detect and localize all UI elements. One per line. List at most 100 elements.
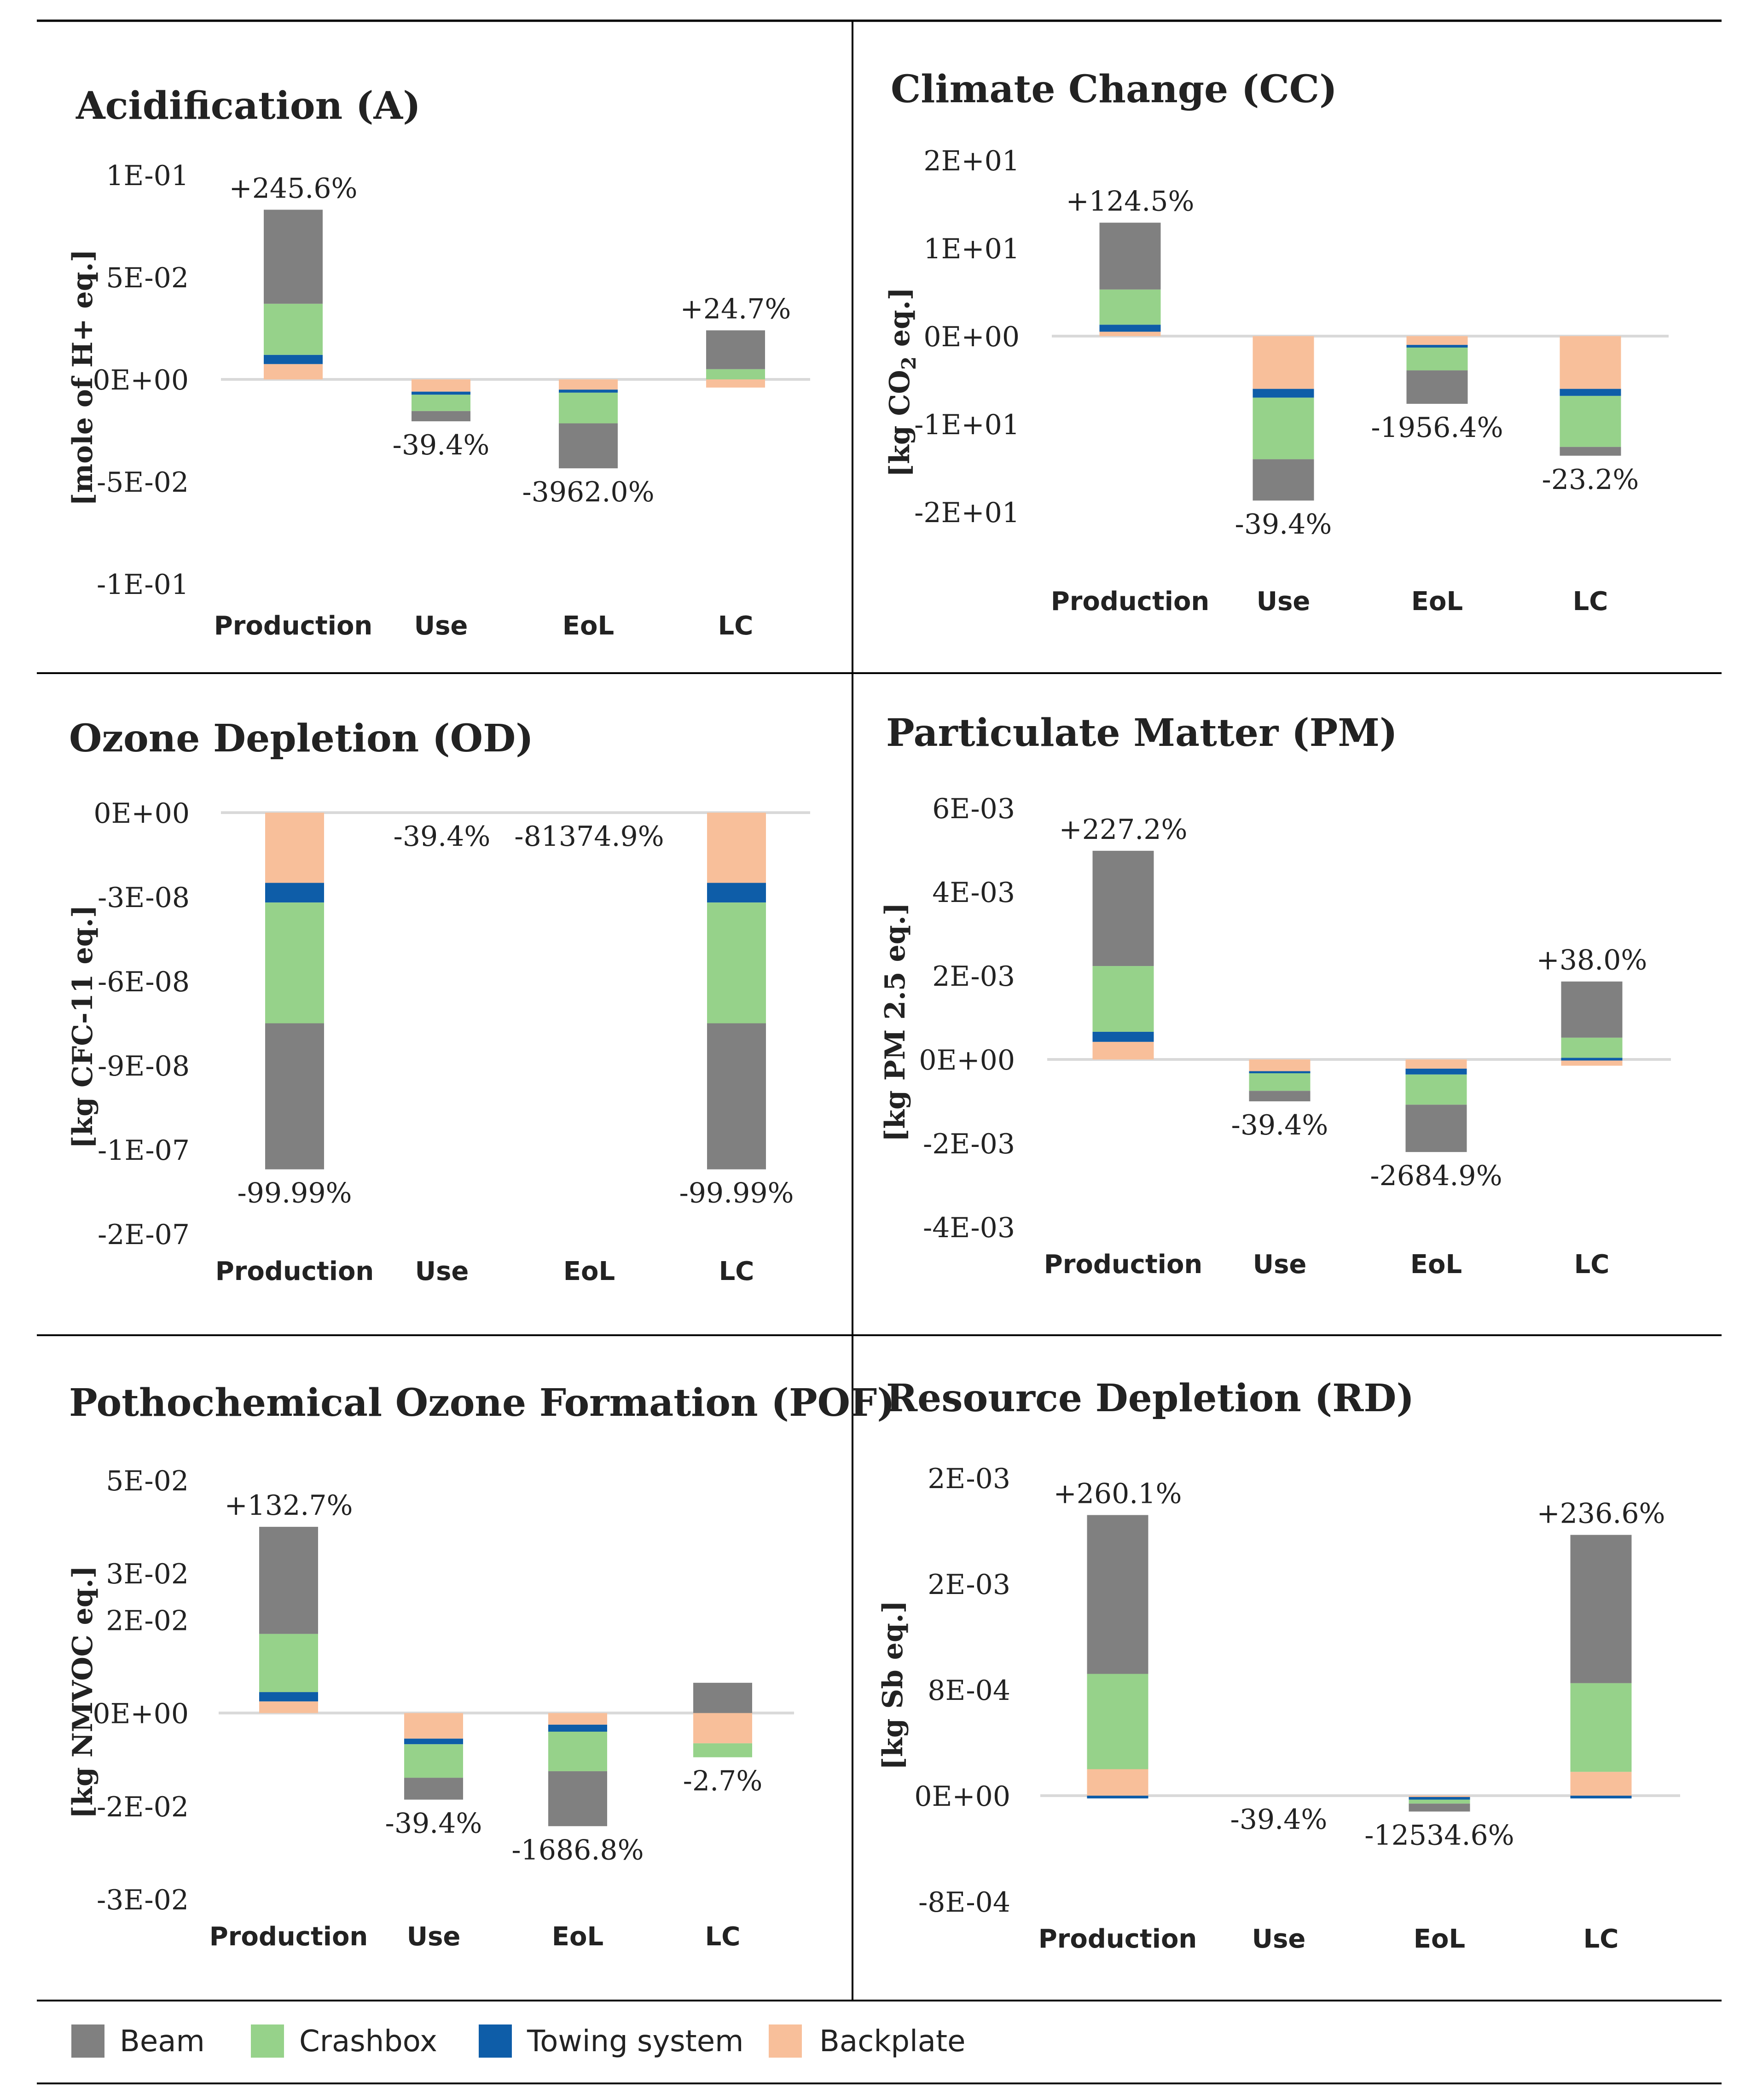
legend-label: Crashbox: [299, 2024, 437, 2059]
bar-towing-system-lc: [707, 883, 766, 903]
category-label: Use: [1257, 587, 1311, 617]
percent-annotation: -39.4%: [385, 1808, 482, 1840]
bar-crashbox-lc: [1561, 1037, 1623, 1058]
panel-5: Pothochemical Ozone Formation (POF) [kg N…: [67, 1381, 895, 1952]
bar-towing-system-lc: [1561, 1058, 1623, 1061]
y-tick-label: 0E+00: [919, 1044, 1015, 1076]
y-tick-label: 0E+00: [93, 364, 189, 396]
y-tick-label: -8E-04: [918, 1886, 1010, 1919]
percent-annotation: +227.2%: [1059, 814, 1187, 846]
bar-backplate-lc: [706, 379, 765, 388]
category-label: Production: [1038, 1924, 1197, 1954]
panel-6: Resource Depletion (RD) [kg Sb eq.] 2E-03 2…: [877, 1376, 1680, 1954]
y-tick-label: 4E-03: [932, 877, 1015, 909]
percent-annotation: -1956.4%: [1371, 412, 1503, 444]
percent-annotation: +132.7%: [224, 1489, 353, 1522]
bar-backplate-production: [265, 813, 324, 883]
bar-towing-system-eol: [1409, 1797, 1470, 1800]
percent-annotation: -81374.9%: [514, 820, 664, 853]
y-tick-label: 2E-03: [928, 1463, 1010, 1495]
y-tick-label: -1E-07: [98, 1134, 190, 1167]
bar-towing-system-production: [1099, 325, 1161, 332]
legend-swatch-crashbox: [251, 2024, 284, 2058]
category-label: LC: [718, 611, 754, 641]
percent-annotation: -39.4%: [1235, 508, 1332, 541]
panel-1: Acidification (A) [mole of H+ eq.] 1E-01 5E…: [67, 84, 810, 641]
y-tick-label: 1E+01: [923, 233, 1020, 265]
chart-title: Resource Depletion (RD): [886, 1376, 1414, 1420]
bar-beam-eol: [1405, 1105, 1467, 1152]
chart-title: Pothochemical Ozone Formation (POF): [69, 1381, 895, 1425]
y-tick-label: 6E-03: [932, 793, 1015, 825]
category-label: Production: [215, 1257, 374, 1286]
y-tick-label: 2E-02: [106, 1605, 189, 1637]
category-label: Use: [407, 1922, 461, 1952]
bar-backplate-production: [1092, 1041, 1154, 1059]
bar-crashbox-lc: [1560, 396, 1621, 447]
y-tick-label: -2E-07: [98, 1219, 190, 1251]
percent-annotation: -2684.9%: [1370, 1160, 1502, 1192]
bar-beam-use: [1253, 459, 1314, 501]
percent-annotation: -99.99%: [237, 1177, 352, 1210]
bar-crashbox-use: [1253, 397, 1314, 460]
bar-beam-eol: [548, 1771, 607, 1827]
panel-2: Climate Change (CC) [kg CO2 eq.] 2E+01 1E+0…: [884, 67, 1669, 617]
category-label: EoL: [1411, 587, 1463, 617]
percent-annotation: -39.4%: [394, 820, 491, 853]
bar-towing-system-use: [1253, 389, 1314, 398]
category-label: Use: [1252, 1924, 1306, 1954]
y-tick-label: 0E+00: [923, 321, 1020, 353]
y-tick-label: 2E-03: [932, 960, 1015, 993]
y-tick-label: -5E-02: [97, 466, 189, 499]
figure-frame: [37, 19, 1722, 2084]
category-label: Use: [414, 611, 468, 641]
bar-towing-system-use: [412, 391, 470, 395]
bar-backplate-lc: [1561, 1059, 1623, 1066]
y-axis-label: [kg CFC-11 eq.]: [67, 905, 99, 1149]
bar-crashbox-eol: [1409, 1799, 1470, 1804]
bar-towing-system-lc: [1560, 389, 1621, 396]
bar-beam-lc: [707, 1023, 766, 1169]
category-label: Use: [1253, 1250, 1307, 1280]
y-tick-label: 1E-01: [106, 160, 189, 192]
bar-towing-system-use: [404, 1739, 463, 1745]
y-tick-label: 2E-03: [928, 1569, 1010, 1601]
y-axis-label: [mole of H+ eq.]: [67, 249, 99, 506]
bar-crashbox-production: [264, 303, 323, 355]
category-label: EoL: [1414, 1924, 1465, 1954]
bar-backplate-use: [412, 379, 470, 392]
bar-crashbox-eol: [559, 392, 618, 424]
percent-annotation: -12534.6%: [1364, 1820, 1514, 1852]
y-tick-label: 5E-02: [106, 262, 189, 294]
chart-title: Particulate Matter (PM): [886, 711, 1398, 755]
y-tick-label: -3E-02: [97, 1884, 189, 1916]
bar-beam-production: [265, 1023, 324, 1169]
bar-towing-system-eol: [559, 390, 618, 393]
bar-beam-lc: [1560, 447, 1621, 456]
panel-4: Particulate Matter (PM) [kg PM 2.5 eq.] 6E…: [879, 711, 1671, 1280]
legend-swatch-beam: [71, 2024, 104, 2058]
bar-towing-system-use: [1249, 1071, 1311, 1074]
bar-towing-system-production: [1092, 1031, 1154, 1042]
percent-annotation: -2.7%: [683, 1765, 763, 1798]
percent-annotation: +245.6%: [229, 172, 357, 204]
category-label: Production: [209, 1922, 368, 1952]
y-tick-label: 0E+00: [93, 797, 190, 830]
bar-towing-system-eol: [1406, 345, 1468, 348]
category-label: LC: [1574, 1250, 1610, 1280]
percent-annotation: -39.4%: [1230, 1803, 1328, 1836]
y-axis-label: [kg Sb eq.]: [877, 1600, 909, 1770]
y-axis-label: [kg PM 2.5 eq.]: [879, 902, 911, 1142]
bar-towing-system-eol: [1405, 1069, 1467, 1075]
percent-annotation: +38.0%: [1537, 944, 1647, 977]
bar-towing-system-production: [259, 1692, 318, 1702]
bar-crashbox-use: [412, 395, 470, 411]
bar-beam-use: [412, 411, 470, 422]
bar-beam-use: [1249, 1091, 1311, 1101]
bar-crashbox-production: [265, 902, 324, 1024]
bar-towing-system-production: [265, 883, 324, 903]
bar-backplate-use: [1253, 336, 1314, 389]
percent-annotation: +24.7%: [680, 293, 791, 325]
legend-label: Backplate: [819, 2024, 965, 2059]
